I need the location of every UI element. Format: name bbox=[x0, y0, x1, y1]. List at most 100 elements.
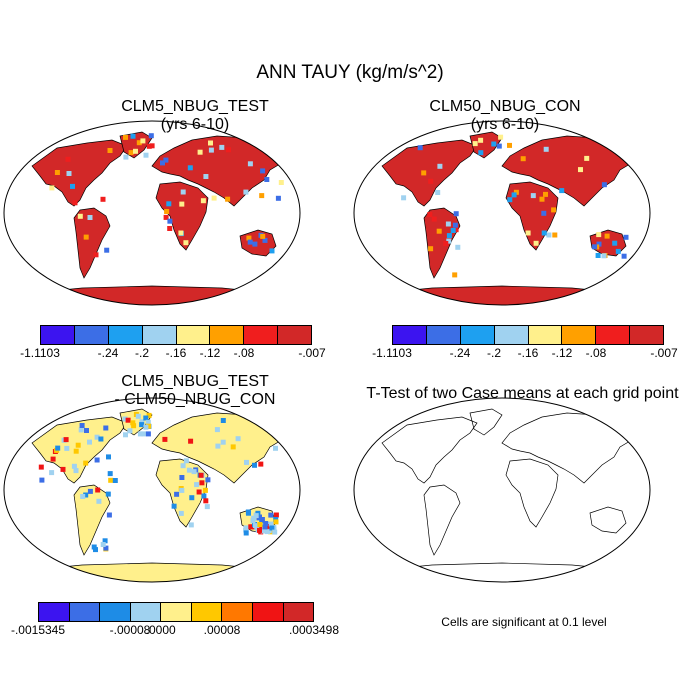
grid-cell bbox=[107, 471, 113, 477]
grid-cell bbox=[250, 518, 256, 524]
grid-cell bbox=[107, 148, 113, 153]
grid-cell bbox=[225, 196, 231, 202]
grid-cell bbox=[496, 143, 502, 149]
grid-cell bbox=[431, 216, 437, 222]
grid-cell bbox=[428, 178, 434, 184]
grid-cell bbox=[49, 470, 55, 476]
grid-cell bbox=[123, 154, 129, 160]
coastline bbox=[381, 416, 478, 484]
landmass bbox=[151, 135, 285, 207]
grid-cell bbox=[243, 530, 249, 536]
grid-cell bbox=[149, 143, 155, 149]
grid-cell bbox=[203, 174, 209, 179]
colorbar-tick-label: -.0015345 bbox=[10, 623, 66, 637]
landmass bbox=[73, 207, 111, 279]
grid-cell bbox=[98, 436, 104, 442]
colorbar-swatch bbox=[562, 326, 597, 344]
grid-cell bbox=[145, 419, 151, 425]
grid-cell bbox=[273, 512, 279, 518]
grid-cell bbox=[498, 134, 504, 140]
grid-cell bbox=[106, 454, 111, 460]
colorbar-tick-label: -.12 bbox=[551, 346, 573, 360]
panel-3-map-border bbox=[3, 397, 301, 583]
grid-cell bbox=[140, 138, 146, 144]
grid-cell bbox=[443, 241, 449, 246]
grid-cell bbox=[546, 232, 552, 238]
panel-2-map bbox=[353, 120, 651, 306]
grid-cell bbox=[180, 189, 186, 195]
grid-cell bbox=[191, 469, 197, 475]
grid-cell bbox=[539, 196, 545, 202]
colorbar-swatch bbox=[74, 326, 109, 344]
colorbar-tick-label: -1.1103 bbox=[372, 346, 412, 360]
grid-cell bbox=[246, 235, 252, 241]
colorbar-swatch bbox=[39, 603, 70, 621]
grid-cell bbox=[275, 195, 281, 201]
grid-cell bbox=[93, 547, 98, 553]
grid-cell bbox=[263, 521, 269, 526]
grid-cell bbox=[128, 150, 134, 156]
colorbar-swatch bbox=[252, 603, 284, 621]
grid-cell bbox=[199, 480, 205, 486]
grid-cell bbox=[75, 442, 81, 448]
grid-cell bbox=[178, 230, 184, 236]
grid-cell bbox=[196, 489, 202, 495]
grid-cell bbox=[262, 237, 268, 243]
grid-cell bbox=[436, 228, 442, 234]
grid-cell bbox=[273, 445, 278, 451]
panel-2-title-line2: (yrs 6-10) bbox=[470, 116, 540, 133]
grid-cell bbox=[187, 165, 193, 171]
grid-cell bbox=[204, 504, 210, 510]
grid-cell bbox=[91, 544, 97, 550]
grid-cell bbox=[64, 445, 70, 451]
colorbar-swatch bbox=[244, 326, 279, 344]
panel-3-map bbox=[3, 397, 301, 583]
grid-cell bbox=[437, 163, 443, 169]
main-title: ANN TAUY (kg/m/s^2) bbox=[256, 62, 444, 83]
colorbar-swatch bbox=[161, 603, 192, 621]
grid-cell bbox=[273, 519, 279, 525]
colorbar-swatch bbox=[494, 326, 529, 344]
grid-cell bbox=[83, 460, 89, 466]
grid-cell bbox=[220, 439, 226, 445]
grid-cell bbox=[103, 425, 109, 431]
grid-cell bbox=[543, 146, 549, 152]
grid-cell bbox=[87, 488, 93, 494]
grid-cell bbox=[269, 248, 275, 254]
colorbar-swatch bbox=[142, 326, 177, 344]
grid-cell bbox=[201, 493, 207, 499]
grid-cell bbox=[247, 239, 253, 245]
grid-cell bbox=[621, 253, 627, 259]
grid-cell bbox=[60, 466, 66, 472]
grid-cell bbox=[541, 230, 547, 236]
grid-cell bbox=[130, 133, 136, 139]
colorbar-tick-label: .0000 bbox=[145, 623, 176, 637]
grid-cell bbox=[421, 170, 427, 176]
colorbar-tick-label: -.12 bbox=[199, 346, 221, 360]
grid-cell bbox=[87, 215, 93, 220]
colorbar-swatch bbox=[393, 326, 427, 344]
grid-cell bbox=[478, 150, 484, 156]
grid-cell bbox=[164, 209, 170, 214]
grid-cell bbox=[167, 218, 173, 224]
grid-cell bbox=[100, 196, 106, 202]
colorbar-swatch bbox=[596, 326, 631, 344]
grid-cell bbox=[73, 448, 79, 454]
grid-cell bbox=[131, 423, 137, 429]
panel-3-land bbox=[16, 408, 288, 582]
colorbar-swatch bbox=[460, 326, 495, 344]
grid-cell bbox=[183, 240, 189, 246]
grid-cell bbox=[84, 428, 89, 433]
grid-cell bbox=[596, 232, 602, 238]
grid-cell bbox=[83, 234, 89, 240]
grid-cell bbox=[625, 156, 631, 162]
colorbar-panel-2 bbox=[392, 325, 664, 345]
grid-cell bbox=[179, 201, 185, 207]
grid-cell bbox=[259, 193, 265, 199]
colorbar-swatch bbox=[278, 326, 311, 344]
panel-2-title-line1: CLM50_NBUG_CON bbox=[429, 98, 581, 115]
significance-note: Cells are significant at 0.1 level bbox=[441, 615, 607, 629]
grid-cell bbox=[235, 436, 241, 442]
grid-cell bbox=[533, 240, 539, 246]
grid-cell bbox=[211, 195, 217, 201]
